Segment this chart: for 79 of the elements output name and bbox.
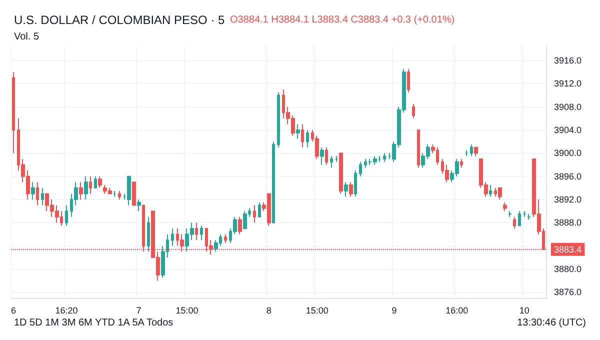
candlestick [84,176,88,200]
candlestick [171,228,174,246]
candlestick [301,124,304,148]
candlestick [224,234,227,244]
candlestick [335,156,338,162]
x-tick-label: 16:20 [55,306,78,316]
text: Vol. 5 [14,32,40,42]
candlestick [113,190,116,198]
candlestick [118,190,121,200]
y-tick-label: 3876.0 [554,287,582,298]
y-tick-label: 3896.0 [554,171,582,182]
candlestick [523,210,526,218]
y-tick-label: 3880.0 [554,264,582,274]
candlestick [498,187,502,200]
x-tick-label: 15:00 [176,306,198,316]
text: 1D 5D 1M 3M 6M YTD 1A 5A Todos [14,318,174,328]
candlestick [306,130,309,148]
candlestick [137,199,141,212]
candlestick [41,187,44,206]
candlestick [383,152,386,162]
candlestick [94,176,97,188]
y-tick-label: 3892.0 [554,194,582,205]
candlestick [344,182,348,198]
candlestick [132,182,136,206]
candlestick [417,130,420,168]
candlestick [320,146,324,166]
candlestick [474,146,478,157]
candlestick [465,150,468,157]
candlestick [195,222,198,241]
candlestick [296,124,300,140]
candlestick [508,210,512,218]
candlestick [412,103,415,119]
candlestick [243,210,247,229]
text: 13:30:46 (UTC) [517,318,586,328]
y-tick-label: 3900.0 [554,148,582,158]
candlestick [354,170,357,198]
candlestick [89,176,92,194]
candlestick [65,204,68,226]
y-tick-label: 3908.0 [554,102,582,112]
ref-line-label: 3883.4 [554,244,582,254]
candlestick [147,216,150,252]
candlestick [36,182,39,206]
candlestick [238,216,242,235]
y-tick-label: 3888.0 [554,218,582,228]
candlestick [407,68,410,93]
x-tick-label: 6 [10,306,16,316]
candlestick [359,161,362,177]
y-tick-label: 3916.0 [554,55,582,66]
x-tick-label: 16:00 [446,306,468,316]
chart-subtitle: O3884.1 H3884.1 L3883.4 C3883.4 +0.3 (+0.01%) [230,14,455,26]
y-tick-label: 3904.0 [554,125,582,135]
chart-title: U.S. DOLLAR / COLOMBIAN PESO · 5 [14,13,226,27]
candlestick [330,156,333,168]
x-tick-label: 7 [136,306,142,316]
candlestick [272,141,275,224]
x-tick-label: 15:00 [306,306,328,316]
candlestick [513,216,516,229]
candlestick [258,202,261,218]
candlestick [277,92,280,148]
candlestick [31,182,35,200]
candlestick [253,204,256,224]
candlestick [200,225,203,241]
candlestick [339,152,343,194]
candlestick [12,72,15,154]
candlestick [527,214,531,220]
candlestick [470,144,473,157]
x-tick-label: 9 [392,306,397,316]
candlestick [325,146,328,166]
candlestick [460,158,463,168]
candlestick [127,176,131,206]
y-tick-label: 3912.0 [554,78,582,89]
x-tick-label: 8 [266,306,272,316]
candlestick [79,182,83,200]
candlestick [489,184,492,198]
candlestick [349,182,353,198]
candlestick [503,202,507,212]
candlestick [98,176,102,188]
candlestick [518,210,521,226]
x-tick-label: 10 [519,306,530,316]
